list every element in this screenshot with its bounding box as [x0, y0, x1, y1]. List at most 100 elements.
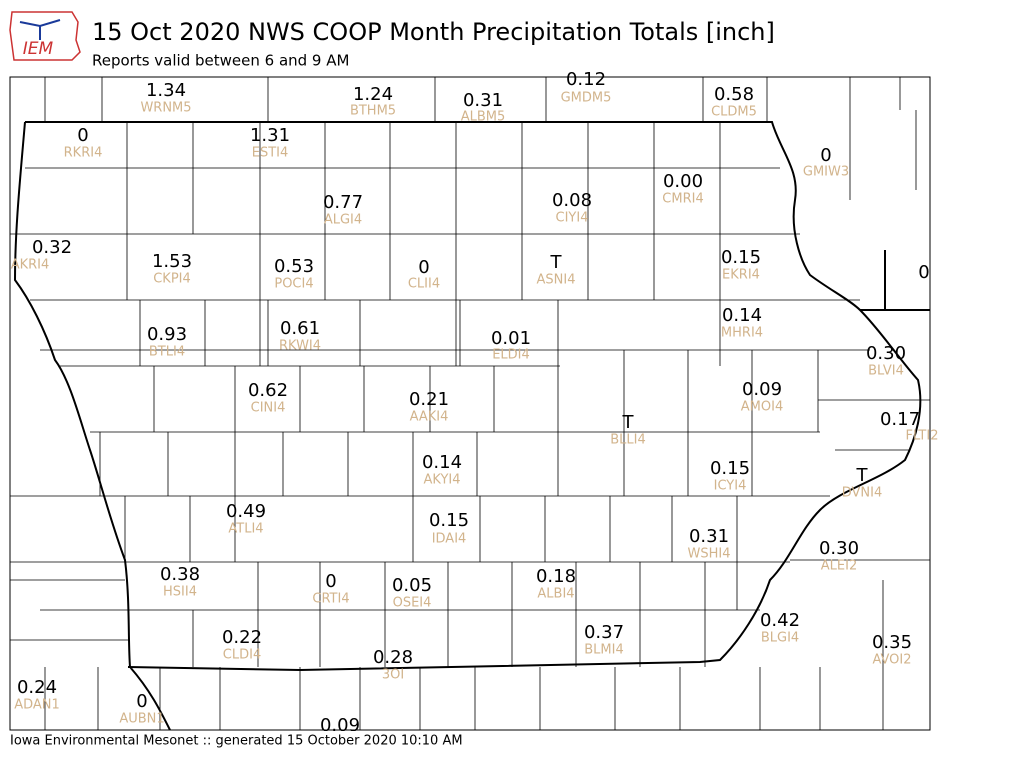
station-id: ALEI2	[821, 559, 857, 574]
station-id: CRTI4	[312, 592, 349, 607]
station-id: CLDI4	[223, 648, 261, 663]
station-value: 0.30	[819, 538, 859, 559]
station-value: T	[550, 252, 563, 273]
station-id: CMRI4	[662, 192, 703, 207]
station-value: 1.34	[146, 80, 186, 101]
station-value: 0.42	[760, 610, 800, 631]
station-id: RKRI4	[64, 146, 103, 161]
station-value: 0.31	[463, 90, 503, 111]
station-id: OSEI4	[393, 596, 432, 611]
station-value: 0	[77, 125, 88, 146]
station-id: ALBM5	[461, 110, 506, 125]
station-id: DVNI4	[842, 486, 883, 501]
station-id: GMDM5	[561, 91, 612, 106]
station-id: AMOI4	[741, 400, 783, 415]
state-border	[13, 121, 930, 730]
subtitle: Reports valid between 6 and 9 AM	[92, 52, 349, 70]
station-id: CLDM5	[711, 105, 757, 120]
station-value: 0.15	[429, 510, 469, 531]
station-value: 0.12	[566, 69, 606, 90]
station-value: 0.49	[226, 501, 266, 522]
station-id: MHRI4	[721, 326, 763, 341]
station-id: AAKI4	[410, 410, 449, 425]
station-value: 0.08	[552, 190, 592, 211]
station-value: 0.18	[536, 566, 576, 587]
station-id: CIYI4	[556, 211, 589, 226]
footer: Iowa Environmental Mesonet :: generated …	[10, 734, 463, 749]
station-value: 0	[325, 571, 336, 592]
station-id: ATLI4	[228, 522, 263, 537]
station-value: 0.14	[722, 305, 762, 326]
map-lines	[10, 77, 930, 730]
station-value: 1.24	[353, 84, 393, 105]
station-id: ELDI4	[492, 348, 530, 363]
station-value: 0.62	[248, 380, 288, 401]
map-frame	[9, 76, 931, 731]
station-value: 0.53	[274, 256, 314, 277]
station-value: 0.14	[422, 452, 462, 473]
station-value: 0	[136, 691, 147, 712]
station-id: HSII4	[163, 585, 197, 600]
station-id: CINI4	[251, 401, 286, 416]
station-value: 0.58	[714, 84, 754, 105]
station-value: 0	[418, 257, 429, 278]
station-value: 0.21	[409, 389, 449, 410]
station-id: ICYI4	[714, 479, 747, 494]
title: 15 Oct 2020 NWS COOP Month Precipitation…	[92, 18, 775, 46]
station-id: IDAI4	[432, 532, 467, 547]
logo-text: IEM	[23, 39, 54, 59]
station-value: 0.28	[373, 647, 413, 668]
station-id: BLVI4	[868, 364, 904, 379]
station-value: 0	[820, 145, 831, 166]
station-id: AVOI2	[872, 653, 911, 668]
station-id: WSHI4	[688, 547, 731, 562]
station-value: 0.30	[866, 343, 906, 364]
station-value: 0.22	[222, 627, 262, 648]
station-id: BLMI4	[584, 643, 623, 658]
station-id: ASNI4	[537, 273, 576, 288]
station-value: 0.01	[491, 328, 531, 349]
station-id: RKWI4	[279, 339, 321, 354]
logo-icon	[19, 19, 61, 40]
station-value: 0.31	[689, 526, 729, 547]
station-id: AKYI4	[423, 473, 460, 488]
logo: IEM	[9, 11, 81, 61]
station-id: BLGI4	[761, 631, 799, 646]
station-value: 0.05	[392, 575, 432, 596]
station-value: 0.38	[160, 564, 200, 585]
station-value: 0.00	[663, 171, 703, 192]
station-value: 0.24	[17, 677, 57, 698]
station-value: 1.53	[152, 251, 192, 272]
station-value: 0.37	[584, 622, 624, 643]
station-id: CLII4	[408, 277, 440, 292]
station-id: ESTI4	[252, 146, 289, 161]
station-value: 0.32	[32, 237, 72, 258]
station-value: 0.35	[872, 632, 912, 653]
station-value: 0.17	[880, 409, 920, 430]
station-id: POCI4	[274, 277, 313, 292]
station-id: EKRI4	[722, 268, 760, 283]
station-value: 0.93	[147, 324, 187, 345]
station-value: 0.61	[280, 318, 320, 339]
station-id: AKRI4	[11, 258, 50, 273]
station-id: 3OI	[382, 668, 404, 683]
station-id: FLTI2	[906, 429, 939, 444]
station-id: WRNM5	[140, 101, 191, 116]
station-value: 0.09	[320, 715, 360, 736]
station-id: AUBN1	[119, 712, 164, 727]
station-value: T	[622, 412, 635, 433]
station-id: CKPI4	[153, 272, 191, 287]
footer-bg	[0, 731, 1024, 768]
station-id: ALGI4	[324, 213, 362, 228]
station-value: T	[856, 465, 869, 486]
station-value: 0.77	[323, 192, 363, 213]
station-id: BLLI4	[610, 433, 646, 448]
station-id: BTLI4	[149, 345, 185, 360]
station-value: 0	[918, 262, 929, 283]
station-id: ADAN1	[14, 698, 60, 713]
station-value: 0.09	[742, 379, 782, 400]
station-value: 0.15	[710, 458, 750, 479]
station-value: 1.31	[250, 125, 290, 146]
station-id: ALBI4	[537, 587, 574, 602]
